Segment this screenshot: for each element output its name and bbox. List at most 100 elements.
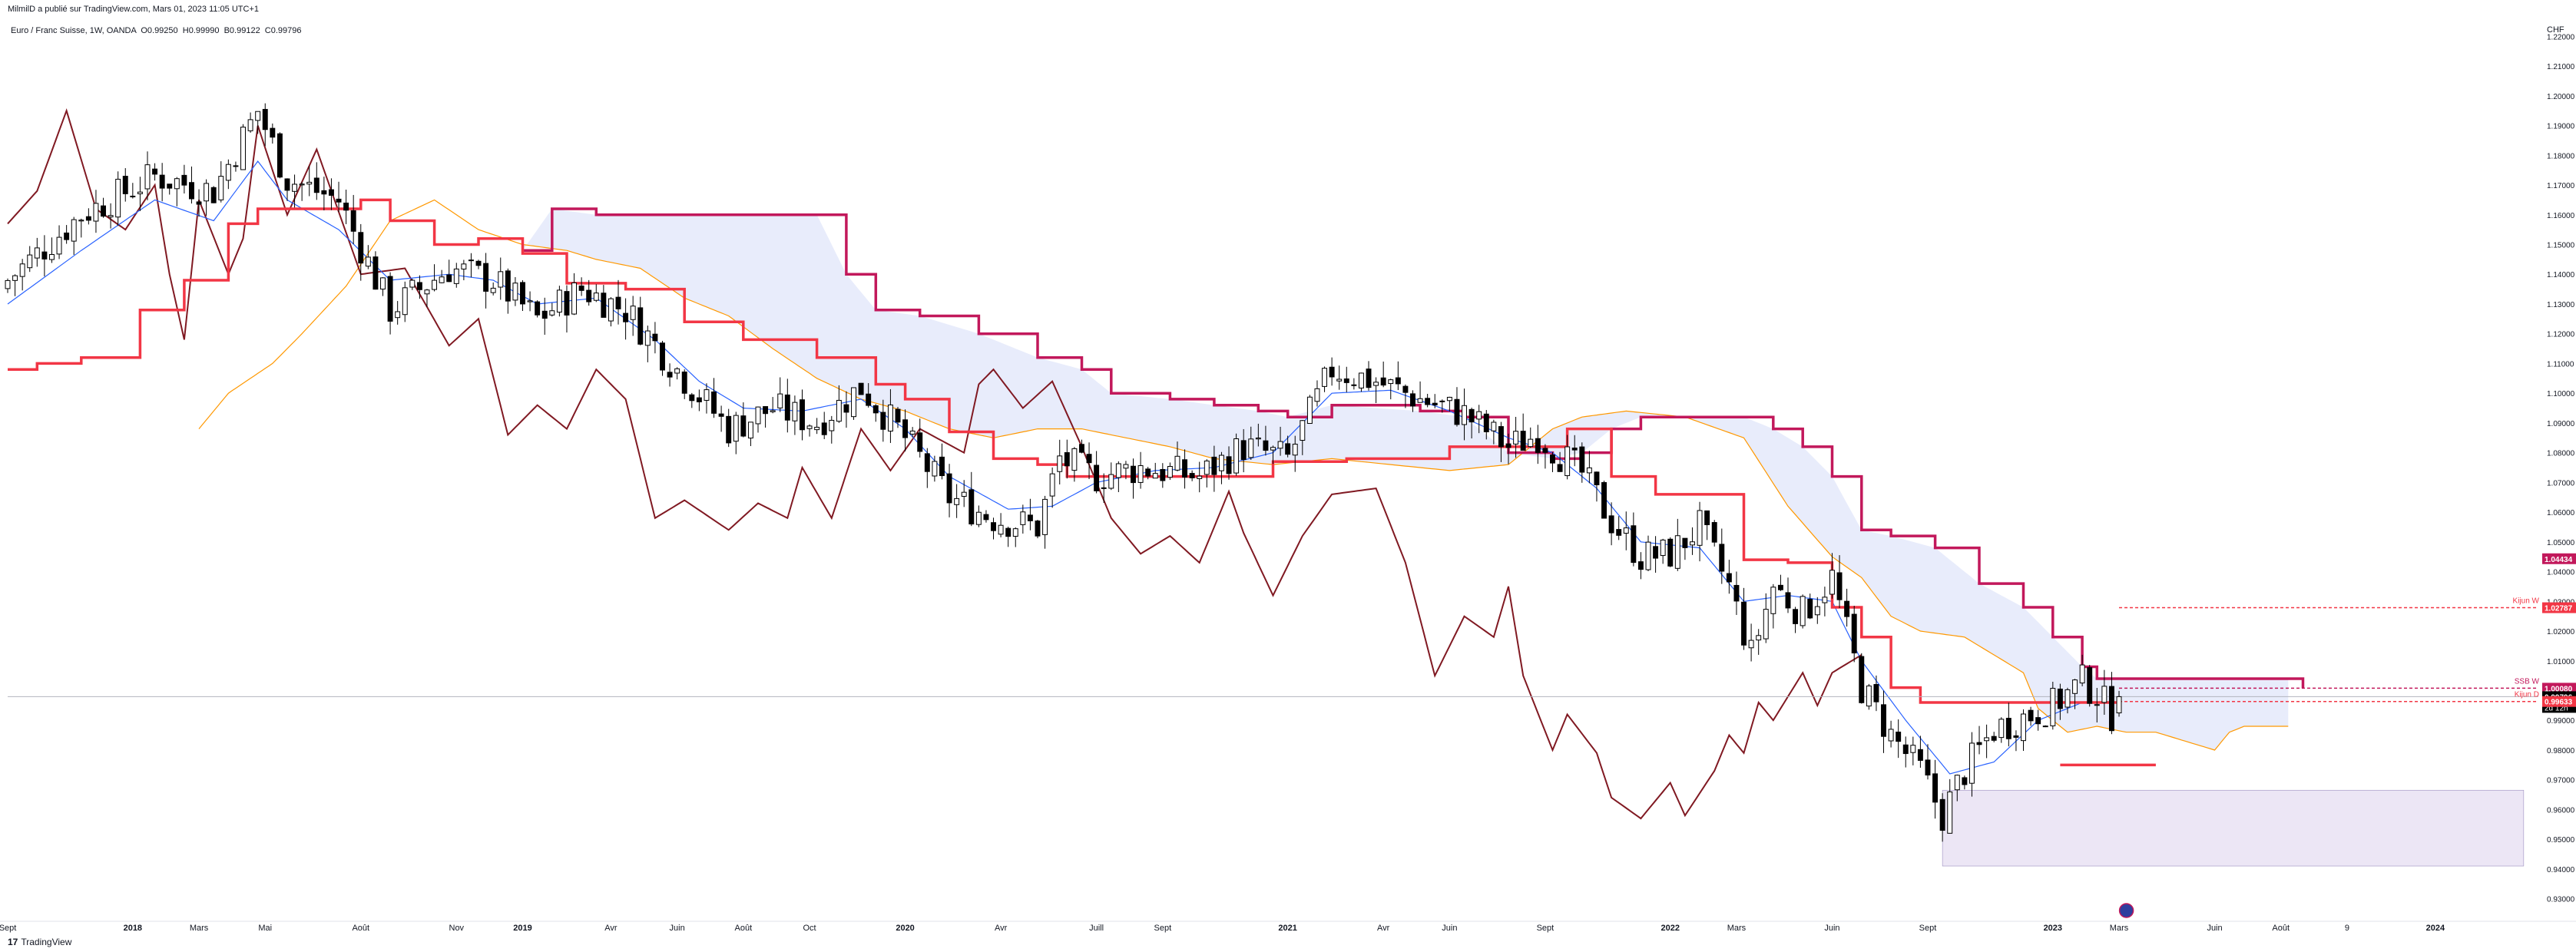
candle-body <box>829 419 835 431</box>
candle-body <box>2050 688 2056 726</box>
candle-body <box>188 182 194 200</box>
time-axis[interactable]: Sept 2018 Mars Mai Août Nov 2019 Avr Juin Août Oct… <box>0 903 2576 933</box>
countdown-text: 2d 12h <box>2545 704 2568 712</box>
candle-body <box>961 491 967 497</box>
candle-body <box>1108 474 1114 489</box>
candle-body <box>681 371 687 394</box>
candle-body <box>1086 454 1092 464</box>
y-tick-label: 1.09000 <box>2547 420 2575 428</box>
candle-body <box>1968 742 1975 784</box>
candle-body <box>358 232 364 264</box>
candle-body <box>2035 717 2041 725</box>
candle-body <box>652 333 658 342</box>
candle-body <box>1145 468 1151 477</box>
candle-body <box>1137 464 1144 483</box>
x-tick-label: Juin <box>2207 924 2222 933</box>
candle-body <box>1020 511 1026 525</box>
tradingview-logo[interactable]: 17 TradingView <box>8 937 71 947</box>
candle-body <box>1035 521 1041 537</box>
candle-body <box>1557 464 1563 472</box>
candle-body <box>571 282 578 315</box>
candle-body <box>586 289 592 302</box>
y-tick-label: 0.98000 <box>2547 747 2575 755</box>
candle-body <box>1674 535 1680 569</box>
candle-body <box>1182 459 1188 478</box>
candle-body <box>1174 455 1180 471</box>
candle-body <box>306 181 313 185</box>
candle-body <box>763 406 769 415</box>
level-tag: Kijun W <box>2513 597 2540 606</box>
candle-body <box>1270 447 1276 451</box>
candle-body <box>1711 522 1717 543</box>
candle-body <box>409 279 416 288</box>
candle-body <box>1991 735 1997 741</box>
candle-body <box>49 253 55 260</box>
candle-body <box>1012 528 1018 537</box>
candle-body <box>1653 546 1659 559</box>
y-tick-label: 0.97000 <box>2547 777 2575 785</box>
candle-body <box>225 164 231 181</box>
y-tick-label: 1.01000 <box>2547 658 2575 666</box>
candle-body <box>1380 377 1386 386</box>
x-tick-label: Août <box>735 924 753 933</box>
candle-body <box>2028 709 2034 722</box>
candle-body <box>843 404 849 413</box>
candle-body <box>541 310 548 319</box>
x-tick-label: Août <box>2272 924 2290 933</box>
candle-body <box>64 232 70 240</box>
candle-body <box>1756 635 1762 641</box>
x-tick-label: Mars <box>1727 924 1747 933</box>
candle-body <box>78 220 84 222</box>
candle-body <box>1873 684 1879 702</box>
candle-body <box>1226 456 1232 474</box>
level-tag: Kijun D <box>2515 691 2539 699</box>
x-tick-label: Avr <box>1377 924 1390 933</box>
candle-body <box>1836 572 1843 600</box>
candle-body <box>968 489 975 525</box>
candle-body <box>1498 426 1504 448</box>
x-tick-label: Avr <box>995 924 1008 933</box>
x-tick-label: Mars <box>2110 924 2129 933</box>
candle-body <box>1866 685 1872 707</box>
candle-body <box>1491 421 1497 431</box>
y-tick-label: 0.99000 <box>2547 717 2575 726</box>
candle-body <box>556 289 562 313</box>
candle-body <box>821 422 827 435</box>
candle-body <box>998 524 1004 535</box>
candle-body <box>1071 448 1078 471</box>
candle-body <box>93 203 99 222</box>
candle-body <box>1829 570 1835 595</box>
senkou-span-a-line <box>198 199 2289 751</box>
candle-body <box>1240 440 1247 461</box>
candle-body <box>1513 431 1519 445</box>
candle-body <box>1763 609 1769 640</box>
candle-body <box>1211 456 1217 475</box>
candle-body <box>660 342 665 371</box>
candle-body <box>262 108 268 131</box>
symbol-legend: Euro / Franc Suisse, 1W, OANDA O0.99250 … <box>11 26 302 35</box>
candle-body <box>895 408 901 423</box>
candle-body <box>2079 664 2085 684</box>
candle-body <box>777 393 783 408</box>
candle-body <box>336 198 342 203</box>
candle-body <box>41 251 48 259</box>
y-tick-label: 1.13000 <box>2547 301 2575 309</box>
x-tick-label: 2023 <box>2044 924 2062 933</box>
candle-body <box>1741 601 1747 646</box>
candle-body <box>372 256 379 290</box>
candle-body <box>1425 398 1431 405</box>
candle-body <box>512 283 518 301</box>
candle-body <box>1917 749 1923 761</box>
x-tick-label: Sept <box>0 924 16 933</box>
candle-body <box>432 279 438 290</box>
price-label-badge <box>2542 696 2576 707</box>
candle-body <box>1902 744 1909 755</box>
candle-body <box>975 511 982 525</box>
y-tick-label: 1.21000 <box>2547 63 2575 71</box>
candle-body <box>1542 448 1548 453</box>
candle-body <box>1388 379 1394 385</box>
candle-body <box>108 215 114 218</box>
candle-body <box>270 127 276 138</box>
candle-body <box>2108 686 2114 732</box>
